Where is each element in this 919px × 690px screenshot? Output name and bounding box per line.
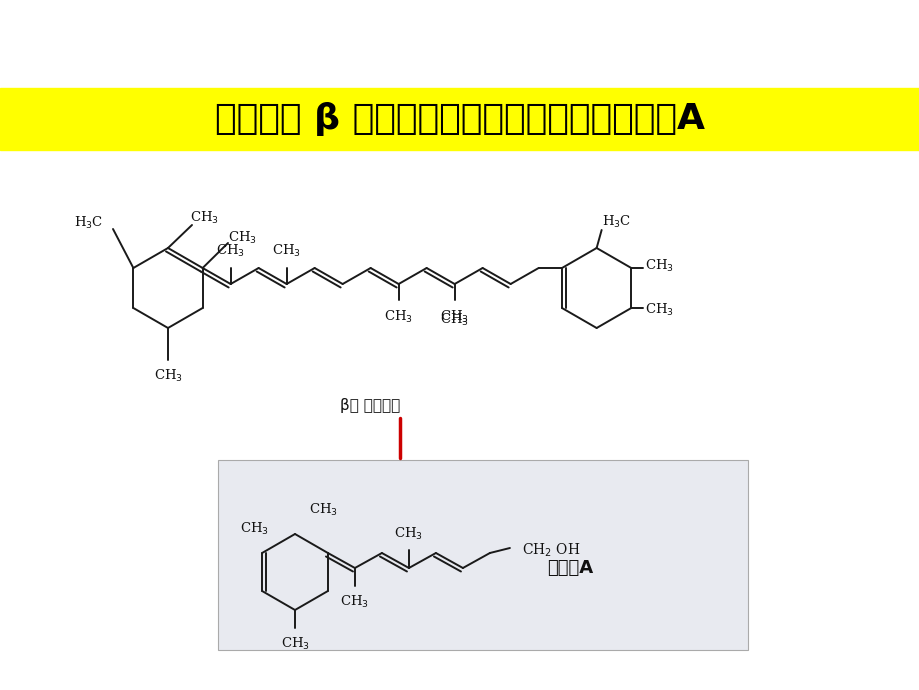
Text: CH$_3$: CH$_3$ [216, 243, 244, 259]
Text: CH$_3$: CH$_3$ [239, 521, 268, 537]
Text: CH$_3$: CH$_3$ [280, 636, 309, 652]
Text: CH$_3$: CH$_3$ [644, 302, 674, 318]
Text: H$_3$C: H$_3$C [74, 215, 103, 231]
Text: CH$_2$ OH: CH$_2$ OH [521, 541, 580, 559]
Text: 维生素A: 维生素A [546, 559, 593, 577]
Bar [218, 460, 747, 650]
Text: β－ 胡萝卜素: β－ 胡萝卜素 [339, 397, 400, 413]
Text: CH$_3$: CH$_3$ [439, 309, 469, 325]
Text: H$_3$C: H$_3$C [601, 214, 630, 230]
Text: CH$_3$: CH$_3$ [309, 502, 337, 518]
Text: CH$_3$: CH$_3$ [190, 210, 219, 226]
Text: CH$_3$: CH$_3$ [384, 309, 413, 325]
Text: CH$_3$: CH$_3$ [439, 312, 469, 328]
Text: 一分子的 β －胡萝卜素可氧化成两分子维生素A: 一分子的 β －胡萝卜素可氧化成两分子维生素A [215, 102, 704, 136]
Text: CH$_3$: CH$_3$ [340, 594, 369, 610]
Text: CH$_3$: CH$_3$ [644, 258, 674, 274]
Text: CH$_3$: CH$_3$ [272, 243, 301, 259]
Bar [0, 88, 919, 150]
Text: CH$_3$: CH$_3$ [394, 526, 423, 542]
Text: CH$_3$: CH$_3$ [228, 230, 256, 246]
Text: CH$_3$: CH$_3$ [153, 368, 182, 384]
